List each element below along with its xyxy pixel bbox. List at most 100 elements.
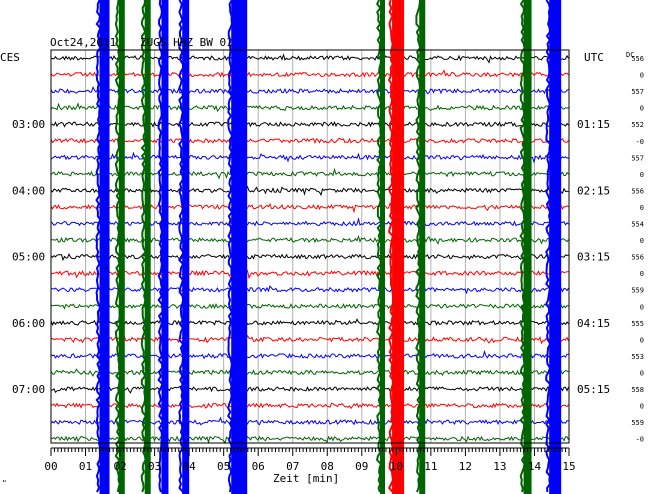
x-tick-label: 14 — [528, 460, 542, 473]
trace-row-19 — [50, 349, 569, 361]
dc-offset-label: 557 — [631, 154, 644, 162]
event-burst-2 — [118, 0, 125, 494]
trace-row-9 — [50, 185, 569, 197]
dc-offset-label: 0 — [640, 237, 644, 245]
trace-row-17 — [50, 318, 569, 328]
x-tick-label: 06 — [252, 460, 265, 473]
dc-offset-label: 0 — [640, 369, 644, 377]
dc-offset-label: 558 — [631, 386, 644, 394]
event-burst-edge — [519, 0, 526, 493]
x-axis-label: Zeit [min] — [273, 472, 339, 485]
event-burst-11 — [549, 0, 562, 494]
dc-offset-label: 557 — [631, 88, 644, 96]
trace-row-7 — [50, 151, 569, 164]
event-burst-edge — [114, 0, 121, 493]
trace-row-18 — [50, 334, 569, 345]
dc-offset-label: 552 — [631, 121, 644, 129]
trace-row-13 — [50, 252, 569, 262]
event-burst-3 — [144, 0, 151, 494]
x-tick-label: 13 — [493, 460, 506, 473]
trace-row-3 — [50, 85, 569, 95]
x-tick-label: 05 — [217, 460, 230, 473]
event-burst-edge — [375, 0, 383, 493]
trace-row-12 — [50, 234, 569, 245]
dc-offset-label: 0 — [640, 204, 644, 212]
event-burst-edge — [177, 0, 185, 493]
right-timezone-label: UTC — [584, 51, 604, 64]
event-burst-edge — [545, 0, 552, 493]
x-tick-label: 15 — [562, 460, 575, 473]
date-label: Oct24,2011 — [50, 36, 116, 49]
trace-row-6 — [50, 137, 569, 146]
trace-row-10 — [50, 202, 569, 214]
corner-mark: " — [2, 479, 7, 488]
station-label: ZUGS HHZ BW 01 — [140, 36, 233, 49]
dc-offset-label: 556 — [631, 187, 644, 195]
trace-row-24 — [50, 434, 569, 445]
dc-offset-label: 556 — [631, 55, 644, 63]
x-tick-label: 02 — [113, 460, 126, 473]
dc-offset-label: 553 — [631, 353, 644, 361]
dc-offset-label: 0 — [640, 72, 644, 80]
trace-row-23 — [50, 416, 569, 426]
event-burst-6 — [231, 0, 248, 494]
dc-offset-label: 0 — [640, 105, 644, 113]
dc-offset-label: 0 — [640, 336, 644, 344]
x-tick-label: 09 — [355, 460, 368, 473]
right-time-label: 01:15 — [577, 118, 610, 131]
trace-row-4 — [50, 102, 569, 113]
event-burst-edge — [414, 0, 422, 493]
right-time-label: 05:15 — [577, 383, 610, 396]
dc-offset-label: 0 — [640, 303, 644, 311]
dc-offset-label: 0 — [640, 270, 644, 278]
right-time-label: 03:15 — [577, 251, 610, 264]
dc-offset-label: 559 — [631, 419, 644, 427]
dc-offset-label: 0 — [640, 403, 644, 411]
trace-row-15 — [50, 285, 569, 295]
traces — [50, 53, 569, 445]
x-tick-label: 01 — [79, 460, 92, 473]
dc-offset-label: 556 — [631, 254, 644, 262]
left-time-label: 07:00 — [12, 383, 45, 396]
trace-row-20 — [50, 368, 569, 377]
trace-row-11 — [50, 217, 569, 227]
event-bursts — [95, 0, 562, 494]
event-burst-edge — [227, 0, 234, 493]
x-tick-label: 04 — [183, 460, 197, 473]
dc-label: DC — [626, 51, 634, 59]
right-time-label: 02:15 — [577, 184, 610, 197]
event-burst-1 — [99, 0, 110, 494]
trace-row-21 — [50, 385, 569, 394]
plot-frame — [50, 49, 570, 444]
event-burst-edge — [387, 0, 395, 493]
left-time-label: 05:00 — [12, 251, 45, 264]
x-tick-label: 08 — [321, 460, 334, 473]
trace-row-2 — [50, 69, 569, 78]
dc-offset-label: 554 — [631, 221, 644, 229]
x-tick-label: 10 — [390, 460, 403, 473]
trace-row-5 — [50, 121, 569, 128]
trace-row-14 — [50, 269, 569, 280]
dc-offset-label: 0 — [640, 171, 644, 179]
event-burst-8 — [392, 0, 405, 494]
event-burst-5 — [182, 0, 190, 494]
left-time-label: 03:00 — [12, 118, 45, 131]
x-axis: 00 01 02 03 04 05 06 07 08 09 10 11 12 13 14 15 — [44, 447, 576, 473]
x-tick-label: 00 — [44, 460, 57, 473]
x-tick-label: 12 — [459, 460, 472, 473]
left-timezone-label: CES — [0, 51, 20, 64]
trace-row-16 — [50, 303, 569, 311]
event-burst-4 — [161, 0, 169, 494]
time-labels: 03:00 04:00 05:00 06:00 07:00 01:15 02:15 03:15… — [12, 55, 644, 444]
event-burst-edge — [95, 0, 102, 493]
trace-row-22 — [50, 402, 569, 410]
dc-offset-label: -0 — [636, 436, 644, 444]
x-tick-label: 03 — [148, 460, 161, 473]
event-burst-edge — [140, 0, 147, 493]
x-tick-label: 07 — [286, 460, 299, 473]
left-time-label: 06:00 — [12, 317, 45, 330]
dc-offset-label: -0 — [636, 138, 644, 146]
event-burst-7 — [380, 0, 386, 494]
event-burst-9 — [419, 0, 426, 494]
